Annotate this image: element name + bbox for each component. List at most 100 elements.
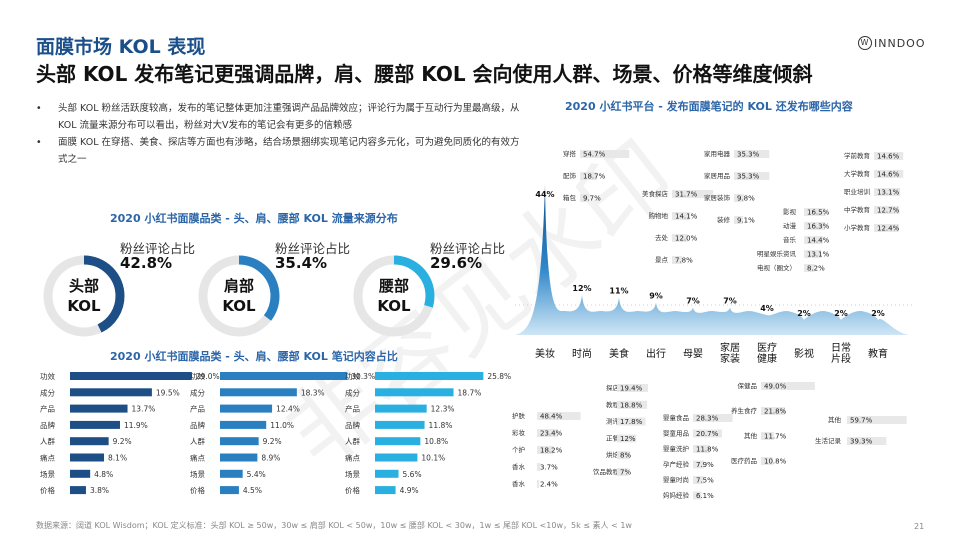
group-item-value: 12.0%	[675, 235, 698, 243]
group-item-value: 9.8%	[737, 195, 755, 203]
bar-value-label: 9.2%	[263, 437, 282, 446]
peak-category-label: 时尚	[572, 347, 592, 360]
group-bar	[874, 170, 904, 178]
bar-value-label: 9.2%	[113, 437, 132, 446]
bar-value-label: 11.8%	[429, 421, 453, 430]
group-item-label: 小学教育	[844, 223, 871, 232]
flow-chart-title: 2020 小红书面膜品类 - 头、肩、腰部 KOL 流量来源分布	[110, 212, 398, 225]
group-item-label: 家居装饰	[704, 193, 731, 202]
group-item-label: 护肤	[512, 411, 526, 420]
bar-value-label: 12.4%	[276, 405, 300, 414]
peak-value-label: 2%	[797, 309, 811, 318]
group-item-label: 婴童洗护	[663, 444, 689, 453]
group-item-value: 7%	[620, 469, 631, 477]
group-bar	[693, 445, 710, 453]
group-item-value: 23.4%	[540, 430, 563, 438]
group-item-value: 14.6%	[877, 153, 900, 161]
group-item-label: 饮品教程	[593, 467, 620, 476]
group-bar	[537, 429, 559, 437]
group-item-value: 17.8%	[620, 418, 643, 426]
group-item-value: 16.3%	[807, 223, 830, 231]
bar	[70, 469, 91, 478]
group-bar	[734, 150, 770, 158]
group-item-value: 59.7%	[850, 417, 873, 425]
group-item-value: 18.8%	[620, 401, 643, 409]
bar	[70, 404, 128, 413]
peak-category-label: 教育	[868, 347, 888, 360]
bar	[375, 388, 454, 397]
group-bar	[804, 236, 823, 244]
bar-value-label: 25.8%	[487, 372, 511, 381]
peak-category-label: 健康	[757, 352, 777, 365]
group-bar	[847, 437, 887, 445]
group-bar	[617, 417, 646, 426]
peak-value-label: 7%	[723, 297, 737, 306]
group-item-label: 职业培训	[844, 187, 870, 196]
group-item-value: 19.4%	[620, 385, 643, 393]
related-content-group: 婴童食品 28.3% 婴童用品 20.7% 婴童洗护 11.8% 孕产经验 7.9% 婴童时尚 7…	[663, 413, 733, 500]
group-item-value: 7.9%	[696, 461, 714, 469]
group-item-label: 穿搭	[563, 149, 577, 158]
bar-category-label: 成分	[345, 387, 360, 397]
group-item-label: 个护	[512, 445, 525, 454]
donut-arc	[353, 255, 435, 337]
group-item-value: 10.8%	[764, 458, 787, 466]
group-bar	[761, 457, 773, 465]
related-content-bottom-bars: 护肤 48.4% 彩妆 23.4% 个护 18.2% 香水 3.7% 香水 2.4% 探店 19.4%…	[512, 381, 907, 500]
page-title: 面膜市场 KOL 表现	[36, 36, 206, 58]
group-item-value: 8.2%	[807, 265, 825, 273]
group-item-label: 彩妆	[512, 428, 526, 437]
group-item-label: 孕产经验	[663, 460, 690, 469]
bar	[220, 486, 239, 495]
group-bar	[693, 491, 702, 500]
group-item-label: 大学教育	[844, 169, 871, 178]
bar	[375, 486, 396, 495]
donut-chart-2	[198, 255, 280, 337]
peak-value-label: 7%	[686, 297, 700, 306]
bar	[70, 372, 192, 380]
group-item-label: 音乐	[783, 235, 797, 244]
group-item-value: 13.1%	[807, 251, 830, 259]
group-item-label: 香水	[512, 462, 526, 471]
bar-value-label: 10.1%	[421, 454, 445, 463]
group-item-label: 明星娱乐资讯	[757, 249, 797, 258]
group-item-label: 动漫	[783, 221, 797, 230]
group-bar	[580, 172, 597, 180]
bar-value-label: 13.7%	[132, 405, 156, 414]
content-bar-charts: 功效 29.0%成分 19.5%产品 13.7%品牌 11.9%人群 9.2%痛点 8.1%…	[40, 371, 511, 495]
group-bar	[617, 468, 629, 476]
group-bar	[537, 463, 541, 471]
group-item-value: 35.3%	[737, 151, 760, 159]
content-bar-panel-1: 功效 29.0%成分 19.5%产品 13.7%品牌 11.9%人群 9.2%痛点 8.1%…	[40, 371, 220, 495]
bar-category-label: 人群	[190, 436, 205, 446]
group-bar	[804, 208, 826, 216]
group-item-value: 8%	[620, 452, 631, 460]
group-item-value: 14.1%	[675, 213, 698, 221]
donut-center-label: 肩部 KOL	[222, 277, 256, 315]
group-bar	[761, 382, 815, 390]
group-item-label: 家用电器	[704, 149, 731, 158]
group-bar	[693, 460, 705, 469]
group-item-value: 11.7%	[764, 433, 787, 441]
right-chart-title: 2020 小红书平台 - 发布面膜笔记的 KOL 还发布哪些内容	[565, 100, 853, 113]
group-item-value: 49.0%	[764, 383, 787, 391]
group-bar	[847, 416, 907, 424]
group-bar	[874, 188, 901, 196]
peak-area	[515, 185, 908, 335]
group-item-value: 14.6%	[877, 171, 900, 179]
group-item-value: 35.3%	[737, 173, 760, 181]
bar-value-label: 30.3%	[351, 372, 375, 381]
related-content-group: 护肤 48.4% 彩妆 23.4% 个护 18.2% 香水 3.7% 香水 2.4%	[512, 411, 581, 489]
brand-logo: W INNDOO	[858, 36, 926, 50]
donut-metric-label: 粉丝评论占比	[430, 241, 506, 256]
bar	[220, 404, 273, 413]
group-item-value: 12.4%	[877, 225, 900, 233]
page-number: 21	[914, 522, 925, 531]
group-item-value: 9.7%	[583, 195, 601, 203]
content-bar-panel-3: 功效 25.8% 成分 18.7% 产品 12.3% 品牌 11.8% 人群 10.8% 痛点 10.…	[345, 371, 511, 495]
bar	[375, 372, 484, 380]
group-item-value: 13.1%	[877, 189, 900, 197]
donut-center-label: 头部 KOL	[67, 277, 101, 315]
bar-category-label: 功效	[40, 371, 55, 381]
